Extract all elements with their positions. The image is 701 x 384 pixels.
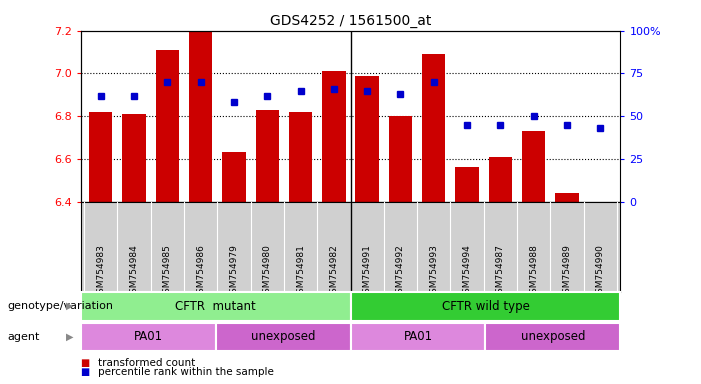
Text: agent: agent xyxy=(7,332,39,342)
Text: transformed count: transformed count xyxy=(98,358,196,368)
Text: percentile rank within the sample: percentile rank within the sample xyxy=(98,367,274,377)
Text: PA01: PA01 xyxy=(133,331,163,343)
Bar xyxy=(422,54,445,202)
Bar xyxy=(256,110,279,202)
Bar xyxy=(289,112,312,202)
Bar xyxy=(456,167,479,202)
Bar xyxy=(350,292,620,321)
Bar xyxy=(389,116,412,202)
Bar xyxy=(122,114,146,202)
Bar xyxy=(189,31,212,202)
Bar xyxy=(156,50,179,202)
Bar xyxy=(81,292,350,321)
Text: unexposed: unexposed xyxy=(251,331,315,343)
Bar xyxy=(555,193,579,202)
Text: ■: ■ xyxy=(81,358,90,368)
Text: unexposed: unexposed xyxy=(521,331,585,343)
Text: genotype/variation: genotype/variation xyxy=(7,301,113,311)
Bar xyxy=(350,323,485,351)
Bar xyxy=(322,71,346,202)
Bar xyxy=(89,112,112,202)
Text: ▶: ▶ xyxy=(66,332,74,342)
Text: PA01: PA01 xyxy=(403,331,433,343)
Bar xyxy=(222,152,245,202)
Title: GDS4252 / 1561500_at: GDS4252 / 1561500_at xyxy=(270,14,431,28)
Text: ▶: ▶ xyxy=(66,301,74,311)
Bar xyxy=(485,323,620,351)
Bar xyxy=(489,157,512,202)
Text: ■: ■ xyxy=(81,367,90,377)
Bar xyxy=(81,323,216,351)
Text: CFTR wild type: CFTR wild type xyxy=(442,300,529,313)
Text: CFTR  mutant: CFTR mutant xyxy=(175,300,256,313)
Bar xyxy=(522,131,545,202)
Bar xyxy=(216,323,350,351)
Bar xyxy=(355,76,379,202)
